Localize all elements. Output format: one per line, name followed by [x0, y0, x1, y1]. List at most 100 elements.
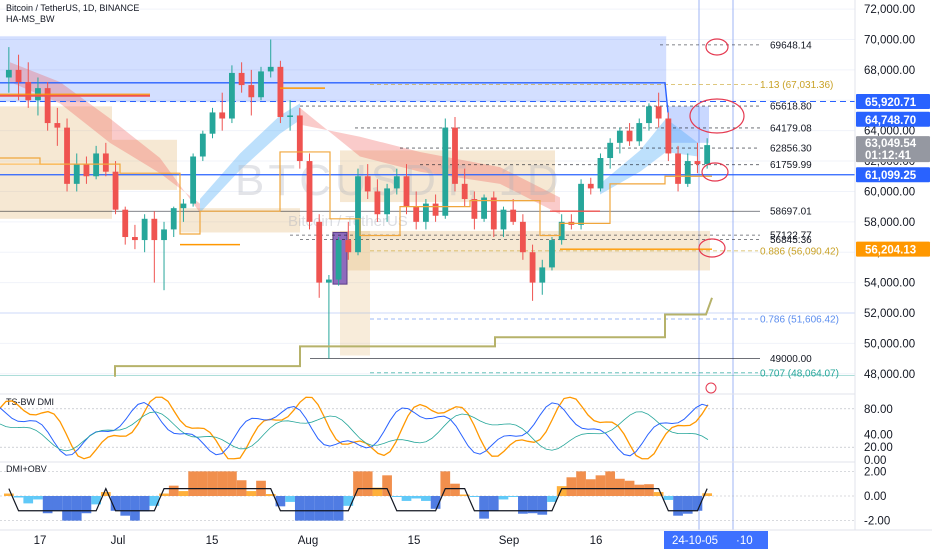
dmi-tick-label: 80.00	[864, 404, 893, 416]
obv-tick-label: 2.00	[864, 466, 886, 478]
candle-body	[25, 82, 32, 101]
candle-body	[64, 127, 70, 184]
obv-bar	[430, 496, 441, 509]
last-price-label: 63,049.54	[865, 138, 917, 150]
price-level-label: 58697.01	[770, 207, 812, 218]
candle-body	[452, 127, 458, 184]
obv-bar	[149, 496, 160, 506]
obv-pane: 2.00 0.00 -2.00	[0, 466, 890, 528]
candle-body	[335, 240, 342, 280]
price-tag-label: 56,204.13	[865, 245, 916, 257]
obv-bar	[188, 471, 198, 496]
price-level-label: 64179.08	[770, 123, 812, 134]
obv-bar	[294, 496, 305, 521]
price-tick-label: 68,000.00	[864, 65, 915, 77]
obv-bar	[52, 496, 63, 511]
obv-bar	[42, 496, 53, 514]
candle-body	[558, 221, 565, 241]
obv-bar	[391, 496, 402, 497]
obv-bar	[401, 496, 412, 501]
annotation-circle-low[interactable]	[701, 162, 729, 182]
trail-support-line	[114, 297, 713, 377]
obv-line	[8, 487, 708, 512]
obv-bar	[673, 496, 683, 516]
candle-body	[655, 106, 662, 119]
price-tag	[856, 111, 930, 127]
obv-bar	[566, 477, 577, 496]
candle-body	[209, 112, 216, 134]
demand-zone	[112, 139, 177, 190]
annotation-circle-top[interactable]	[705, 38, 729, 56]
obv-title: DMI+OBV	[6, 464, 47, 474]
obv-bar	[130, 496, 140, 521]
candle-body	[529, 252, 536, 283]
obv-bar	[372, 487, 383, 496]
supply-zone	[0, 35, 667, 103]
obv-bar	[576, 471, 586, 496]
time-axis[interactable]: 17 Jul 15 Aug 15 Sep 16	[34, 535, 603, 547]
structure-line	[0, 82, 669, 113]
candle-body	[229, 72, 235, 119]
candle-body	[393, 176, 400, 189]
obv-bar	[168, 485, 179, 496]
alert-marker-icon[interactable]	[705, 382, 717, 394]
obv-bar	[4, 493, 14, 496]
obv-bar	[285, 496, 295, 502]
candle-body	[519, 221, 526, 253]
candle-body	[122, 209, 129, 238]
candle-body	[54, 123, 61, 128]
annotation-circle-bottom[interactable]	[698, 238, 726, 258]
price-tick-label: 70,000.00	[864, 35, 915, 47]
candle-body	[636, 123, 643, 142]
obv-bar	[585, 479, 596, 496]
obv-bar	[91, 496, 101, 505]
candle-body	[422, 203, 429, 222]
candle-body	[345, 240, 352, 253]
candle-body	[597, 158, 604, 189]
obv-bar	[246, 491, 257, 496]
bullish-ribbon	[200, 103, 300, 213]
candle-body	[73, 164, 80, 184]
dmi-title: TS-BW DMI	[6, 397, 54, 407]
obv-bar	[382, 475, 392, 496]
obv-bar	[139, 496, 150, 512]
obv-bar	[265, 494, 276, 496]
candle-body	[93, 153, 100, 177]
obv-bar	[110, 496, 121, 511]
obv-bar	[333, 496, 344, 521]
obv-bar	[304, 496, 315, 521]
price-tick-label: 60,000.00	[864, 186, 915, 198]
obv-bar	[702, 493, 712, 496]
obv-bar	[459, 494, 470, 496]
annotation-circle-mid[interactable]	[689, 98, 745, 134]
candle-body	[549, 240, 555, 268]
price-tag	[856, 167, 930, 183]
current-date-suffix: ·10	[736, 535, 753, 547]
price-tags: 65,920.71 64,748.70 61,099.25 56,204.13 63,0…	[856, 93, 930, 257]
price-tick-label: 52,000.00	[864, 308, 915, 320]
obv-bar	[440, 471, 451, 496]
obv-bar	[663, 496, 674, 500]
obv-tick-label: -2.00	[864, 516, 890, 528]
symbol-title: Bitcoin / TetherUS, 1D, BINANCE	[6, 3, 139, 13]
candle-body	[626, 130, 633, 142]
bullish-ribbon	[600, 118, 698, 195]
trail-stop-line	[0, 151, 712, 237]
candle-body	[141, 218, 148, 241]
obv-bar	[353, 471, 363, 496]
current-date-label: 24-10-05	[672, 535, 718, 547]
candle-body	[112, 171, 119, 210]
dmi-line	[0, 401, 709, 457]
bearish-ribbon	[10, 62, 200, 213]
price-tick-label: 64,000.00	[864, 126, 915, 138]
obv-bar	[227, 471, 237, 496]
time-tick-label: 17	[34, 535, 47, 547]
candle-body	[151, 218, 158, 241]
dmi-tick-label: 40.00	[864, 429, 893, 441]
supply-zone	[667, 106, 709, 143]
candle-body	[616, 130, 623, 143]
obv-bar	[653, 492, 664, 496]
candle-body	[403, 176, 410, 207]
obv-bar	[81, 496, 92, 514]
